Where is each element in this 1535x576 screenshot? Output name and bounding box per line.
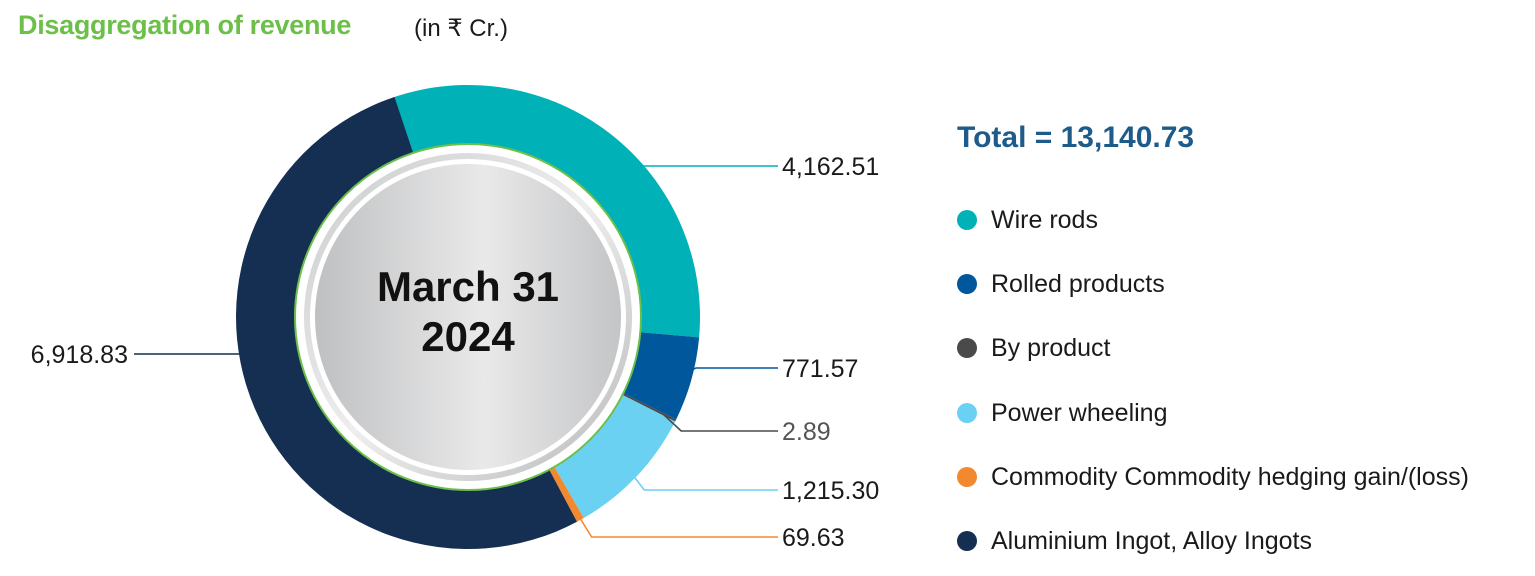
legend-dot-icon bbox=[957, 210, 977, 230]
leader-line bbox=[625, 466, 778, 491]
legend-label: Commodity Commodity hedging gain/(loss) bbox=[991, 462, 1469, 491]
slice-commodity-hedging bbox=[548, 466, 584, 522]
slice-by-product bbox=[621, 392, 677, 422]
legend-dot-icon bbox=[957, 338, 977, 358]
slice-power-wheeling bbox=[553, 394, 676, 519]
leader-line bbox=[572, 507, 778, 538]
legend-dot-icon bbox=[957, 531, 977, 551]
center-label-line2: 2024 bbox=[421, 313, 515, 360]
value-label-by-product: 2.89 bbox=[782, 418, 831, 446]
slice-wire-rods bbox=[392, 85, 700, 338]
leader-line bbox=[662, 413, 778, 432]
chart-unit: (in ₹ Cr.) bbox=[414, 15, 508, 42]
legend-label: Power wheeling bbox=[991, 398, 1168, 427]
legend-label: Aluminium Ingot, Alloy Ingots bbox=[991, 526, 1312, 555]
value-label-rolled-products: 771.57 bbox=[782, 355, 858, 383]
legend-label: Wire rods bbox=[991, 205, 1098, 234]
legend-item-commodity-hedging: Commodity Commodity hedging gain/(loss) bbox=[957, 462, 1469, 492]
center-label: March 31 2024 bbox=[318, 262, 618, 362]
leader-line bbox=[677, 367, 778, 377]
legend-item-aluminium-ingot: Aluminium Ingot, Alloy Ingots bbox=[957, 526, 1312, 556]
slice-rolled-products bbox=[622, 332, 700, 420]
legend-label: By product bbox=[991, 333, 1111, 362]
value-label-commodity-hedging: 69.63 bbox=[782, 524, 845, 552]
chart-title: Disaggregation of revenue bbox=[18, 10, 352, 40]
leader-line bbox=[601, 144, 778, 167]
legend-label: Rolled products bbox=[991, 269, 1165, 298]
total-label: Total = 13,140.73 bbox=[957, 121, 1195, 154]
legend-dot-icon bbox=[957, 467, 977, 487]
value-label-power-wheeling: 1,215.30 bbox=[782, 477, 879, 505]
center-label-line1: March 31 bbox=[376, 263, 560, 310]
value-label-aluminium-ingot: 6,918.83 bbox=[31, 341, 128, 369]
value-label-wire-rods: 4,162.51 bbox=[782, 153, 879, 181]
legend-dot-icon bbox=[957, 403, 977, 423]
legend-item-by-product: By product bbox=[957, 333, 1111, 363]
legend-item-power-wheeling: Power wheeling bbox=[957, 398, 1168, 428]
legend-dot-icon bbox=[957, 274, 977, 294]
inner-disc bbox=[315, 164, 621, 470]
legend-item-wire-rods: Wire rods bbox=[957, 205, 1098, 235]
slice-aluminium-ingot bbox=[236, 96, 578, 549]
legend-item-rolled-products: Rolled products bbox=[957, 269, 1165, 299]
